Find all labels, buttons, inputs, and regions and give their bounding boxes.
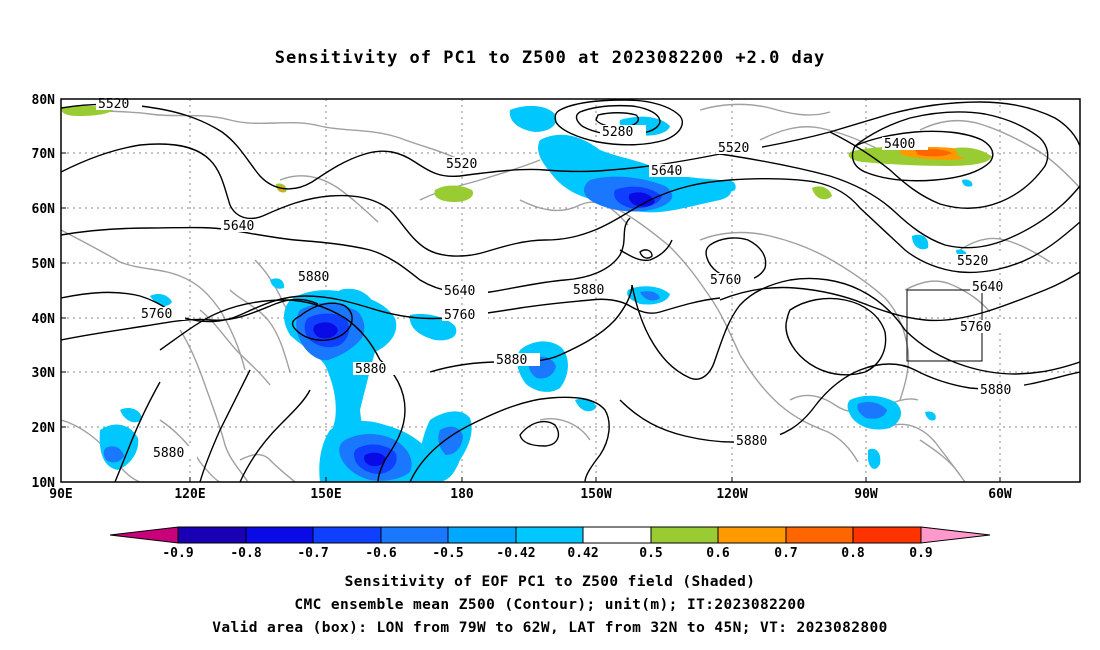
lat-label: 40N (32, 312, 56, 327)
contour-label: 5520 (444, 157, 490, 172)
lat-label: 10N (32, 476, 56, 491)
contour-label-text: 5640 (444, 284, 475, 299)
contour-label: 5520 (955, 254, 1001, 269)
colorbar-swatch (582, 526, 652, 544)
lon-label: 150E (310, 487, 341, 502)
latitude-labels: 80N 70N 60N 50N 40N 30N 20N 10N (32, 93, 56, 491)
lon-label: 180 (450, 487, 474, 502)
colorbar-label: -0.9 (162, 546, 193, 561)
colorbar-swatch (515, 526, 584, 544)
colorbar-label: -0.6 (365, 546, 396, 561)
sensitivity-shading (61, 105, 992, 482)
lat-label: 70N (32, 147, 56, 162)
lon-label: 60W (988, 487, 1012, 502)
lon-label: 120E (174, 487, 205, 502)
caption-shaded: Sensitivity of EOF PC1 to Z500 field (Sh… (344, 574, 756, 590)
contour-label: 5760 (708, 273, 754, 288)
lon-label: 120W (716, 487, 747, 502)
colorbar-swatch (447, 526, 517, 544)
contour-label: 5880 (296, 270, 342, 285)
contour-label-text: 5760 (710, 273, 741, 288)
lat-label: 80N (32, 93, 56, 108)
contour-labels: 5520 5280 5520 5520 5640 5400 5640 5880 … (96, 97, 1024, 461)
colorbar-label: 0.6 (706, 546, 730, 561)
colorbar-labels: -0.9 -0.8 -0.7 -0.6 -0.5 -0.42 0.42 0.5 … (162, 546, 932, 561)
lon-label: 90E (49, 487, 72, 502)
colorbar-label: -0.5 (432, 546, 463, 561)
contour-label-text: 5640 (223, 219, 254, 234)
contour-label-text: 5880 (980, 383, 1011, 398)
colorbar-label: -0.42 (496, 546, 535, 561)
contour-label: 5880 (151, 446, 197, 461)
contour-label-text: 5880 (355, 362, 386, 377)
contour-label: 5760 (442, 308, 488, 323)
colorbar-swatch (380, 526, 449, 544)
lat-label: 20N (32, 421, 56, 436)
contour-label: 5400 (882, 137, 928, 152)
colorbar-label: 0.8 (841, 546, 865, 561)
contour-label-text: 5880 (573, 283, 604, 298)
contour-label-text: 5760 (141, 307, 172, 322)
colorbar-swatch (785, 526, 854, 544)
colorbar-label: 0.42 (567, 546, 598, 561)
page-title: Sensitivity of PC1 to Z500 at 2023082200… (274, 48, 826, 68)
colorbar-swatch (312, 526, 382, 544)
contour-label-text: 5280 (602, 125, 633, 140)
contour-label: 5880 (571, 283, 617, 298)
longitude-labels: 90E 120E 150E 180 150W 120W 90W 60W (49, 487, 1012, 502)
contour-label: 5880 (734, 434, 780, 449)
colorbar-swatch (650, 526, 719, 544)
colorbar-label: 0.9 (909, 546, 932, 561)
contour-label: 5880 (978, 383, 1024, 398)
contour-label: 5640 (442, 284, 488, 299)
lat-label: 50N (32, 257, 56, 272)
contour-label: 5280 (600, 125, 646, 140)
contour-label: 5640 (649, 164, 695, 179)
contour-label: 5520 (716, 141, 762, 156)
contour-label-text: 5760 (960, 320, 991, 335)
contour-label-text: 5520 (957, 254, 988, 269)
axis-ticks (61, 98, 1001, 482)
caption-valid-area: Valid area (box): LON from 79W to 62W, L… (212, 620, 888, 636)
contour-label-text: 5880 (736, 434, 767, 449)
colorbar-label: -0.7 (297, 546, 328, 561)
caption-contour: CMC ensemble mean Z500 (Contour); unit(m… (294, 597, 806, 613)
contour-label-text: 5880 (298, 270, 329, 285)
colorbar-swatch (717, 526, 787, 544)
lon-label: 90W (854, 487, 878, 502)
colorbar-label: 0.5 (639, 546, 662, 561)
contour-label-text: 5880 (496, 353, 527, 368)
contour-label: 5640 (221, 219, 267, 234)
contour-label-text: 5640 (651, 164, 682, 179)
colorbar (109, 526, 991, 544)
contour-label-text: 5520 (718, 141, 749, 156)
contour-label: 5760 (139, 307, 185, 322)
contour-label-text: 5640 (972, 280, 1003, 295)
contour-label-text: 5520 (98, 97, 129, 112)
contour-label: 5880 (353, 362, 399, 377)
colorbar-swatch (177, 526, 247, 544)
map-frame (60, 98, 1081, 483)
contour-label: 5520 (96, 97, 142, 112)
lat-label: 60N (32, 202, 56, 217)
lat-label: 30N (32, 366, 56, 381)
contour-label-text: 5520 (446, 157, 477, 172)
contour-label-text: 5760 (444, 308, 475, 323)
colorbar-swatch (852, 526, 922, 544)
contour-label-text: 5880 (153, 446, 184, 461)
contour-label: 5760 (958, 320, 1004, 335)
colorbar-label: -0.8 (230, 546, 261, 561)
colorbar-swatch (245, 526, 314, 544)
colorbar-max-triangle (920, 526, 991, 544)
lon-label: 150W (580, 487, 611, 502)
contour-label: 5640 (970, 280, 1016, 295)
contour-label: 5880 (494, 353, 540, 368)
contour-label-text: 5400 (884, 137, 915, 152)
colorbar-min-triangle (109, 526, 179, 544)
colorbar-label: 0.7 (774, 546, 797, 561)
